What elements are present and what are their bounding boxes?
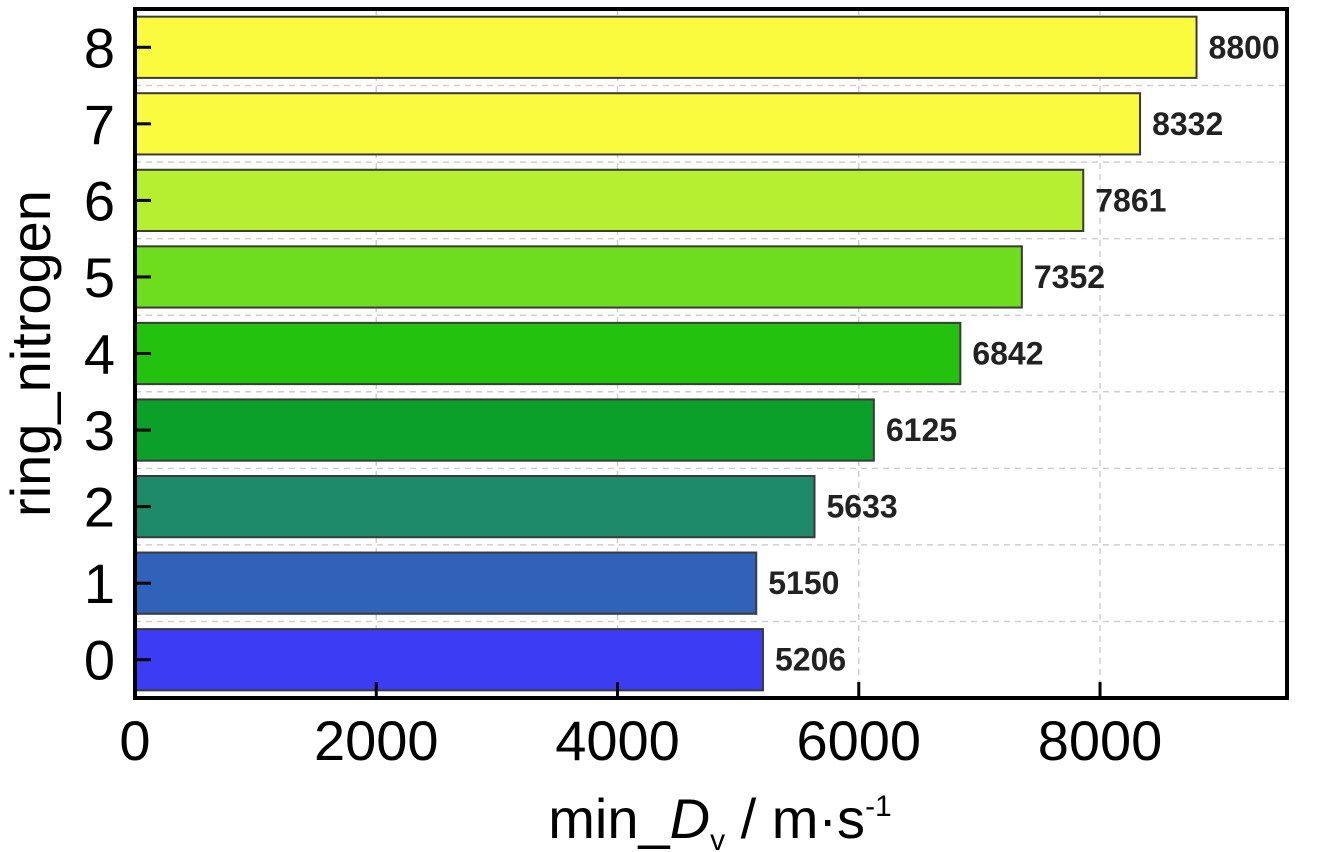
- y-axis-title: ring_nitrogen: [0, 190, 62, 517]
- x-axis-title-italic: D: [670, 787, 710, 850]
- x-axis-title-superscript: -1: [865, 790, 892, 823]
- tick-labels: 0 1 2 3 4 5 6 7 8 0 2000 4000 6000 8000: [84, 16, 1162, 772]
- y-tick-label-2: 2: [84, 476, 115, 539]
- x-tick-label-2000: 2000: [314, 709, 439, 772]
- data-label-6: 7861: [1095, 182, 1166, 218]
- data-label-0: 5206: [775, 642, 846, 678]
- y-tick-label-4: 4: [84, 323, 115, 386]
- x-axis-title: min_Dv / m·s-1: [548, 787, 892, 852]
- y-tick-label-7: 7: [84, 93, 115, 156]
- data-label-1: 5150: [768, 565, 839, 601]
- y-tick-label-8: 8: [84, 16, 115, 79]
- x-axis-title-suffix: / m·s: [725, 787, 865, 850]
- x-axis-title-subscript: v: [710, 824, 725, 852]
- x-tick-label-4000: 4000: [555, 709, 680, 772]
- data-label-4: 6842: [972, 336, 1043, 372]
- y-tick-label-0: 0: [84, 629, 115, 692]
- bar-1: [135, 551, 758, 615]
- data-label-3: 6125: [886, 412, 957, 448]
- data-label-7: 8332: [1152, 106, 1223, 142]
- x-tick-label-8000: 8000: [1038, 709, 1163, 772]
- data-label-5: 7352: [1034, 259, 1105, 295]
- x-tick-label-6000: 6000: [796, 709, 921, 772]
- bar-5: [135, 245, 1023, 309]
- bar-8: [135, 15, 1198, 79]
- y-tick-label-5: 5: [84, 246, 115, 309]
- x-axis-title-prefix: min_: [548, 787, 670, 850]
- bar-0: [135, 628, 764, 692]
- ticks: [133, 45, 1102, 698]
- bars: [135, 15, 1198, 692]
- data-labels: 5206 5150 5633 6125 6842 7352 7861 8332 8800: [768, 29, 1279, 677]
- y-tick-label-1: 1: [84, 552, 115, 615]
- bar-3: [135, 398, 875, 462]
- y-tick-label-3: 3: [84, 399, 115, 462]
- bar-2: [135, 474, 816, 539]
- data-label-8: 8800: [1209, 29, 1280, 65]
- data-label-2: 5633: [826, 489, 897, 525]
- bar-6: [135, 168, 1085, 233]
- bar-4: [135, 321, 962, 386]
- bar-7: [135, 92, 1142, 156]
- x-tick-label-0: 0: [119, 709, 150, 772]
- y-tick-label-6: 6: [84, 169, 115, 232]
